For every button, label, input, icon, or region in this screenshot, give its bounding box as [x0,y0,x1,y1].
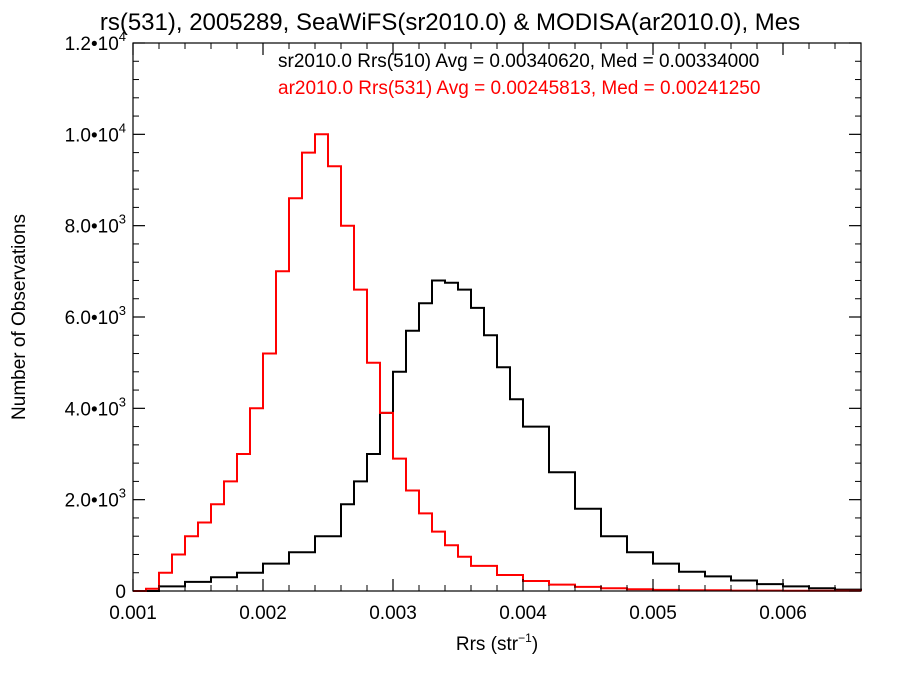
x-tick-label: 0.005 [629,603,677,624]
y-axis-label: Number of Observations [9,214,30,420]
y-tick-label: 2.0•103 [65,486,126,512]
series-layer [133,133,862,592]
y-tick-label: 0 [115,582,126,603]
x-tick-label: 0.001 [109,603,157,624]
legend: sr2010.0 Rrs(510) Avg = 0.00340620, Med … [278,51,760,99]
y-tick-label: 6.0•103 [65,303,126,329]
x-tick-label: 0.002 [239,603,287,624]
legend-entry-red: ar2010.0 Rrs(531) Avg = 0.00245813, Med … [278,78,760,99]
y-tick-label: 8.0•103 [65,212,126,238]
chart-title: rs(531), 2005289, SeaWiFS(sr2010.0) & MO… [100,9,800,36]
x-tick-label: 0.006 [759,603,807,624]
y-tick-label: 1.2•104 [65,29,126,55]
x-tick-label: 0.003 [369,603,417,624]
series-line-0 [133,279,862,592]
legend-entry-black: sr2010.0 Rrs(510) Avg = 0.00340620, Med … [278,51,759,72]
plot-frame [132,42,862,592]
x-axis-ticks: 0.001 0.002 0.003 0.004 0.005 0.006 [109,43,862,624]
x-axis-label: Rrs (str−1) [456,631,538,655]
y-tick-label: 4.0•103 [65,394,126,420]
x-axis-label-superscript: −1 [518,631,532,645]
x-axis-label-tail: ) [532,634,538,655]
y-tick-label: 1.0•104 [65,120,126,146]
x-tick-label: 0.004 [499,603,547,624]
y-axis-ticks: 0 2.0•103 4.0•103 6.0•103 8.0•103 1.0•104 1.2•… [65,29,861,603]
x-axis-label-main: Rrs (str [456,634,519,655]
